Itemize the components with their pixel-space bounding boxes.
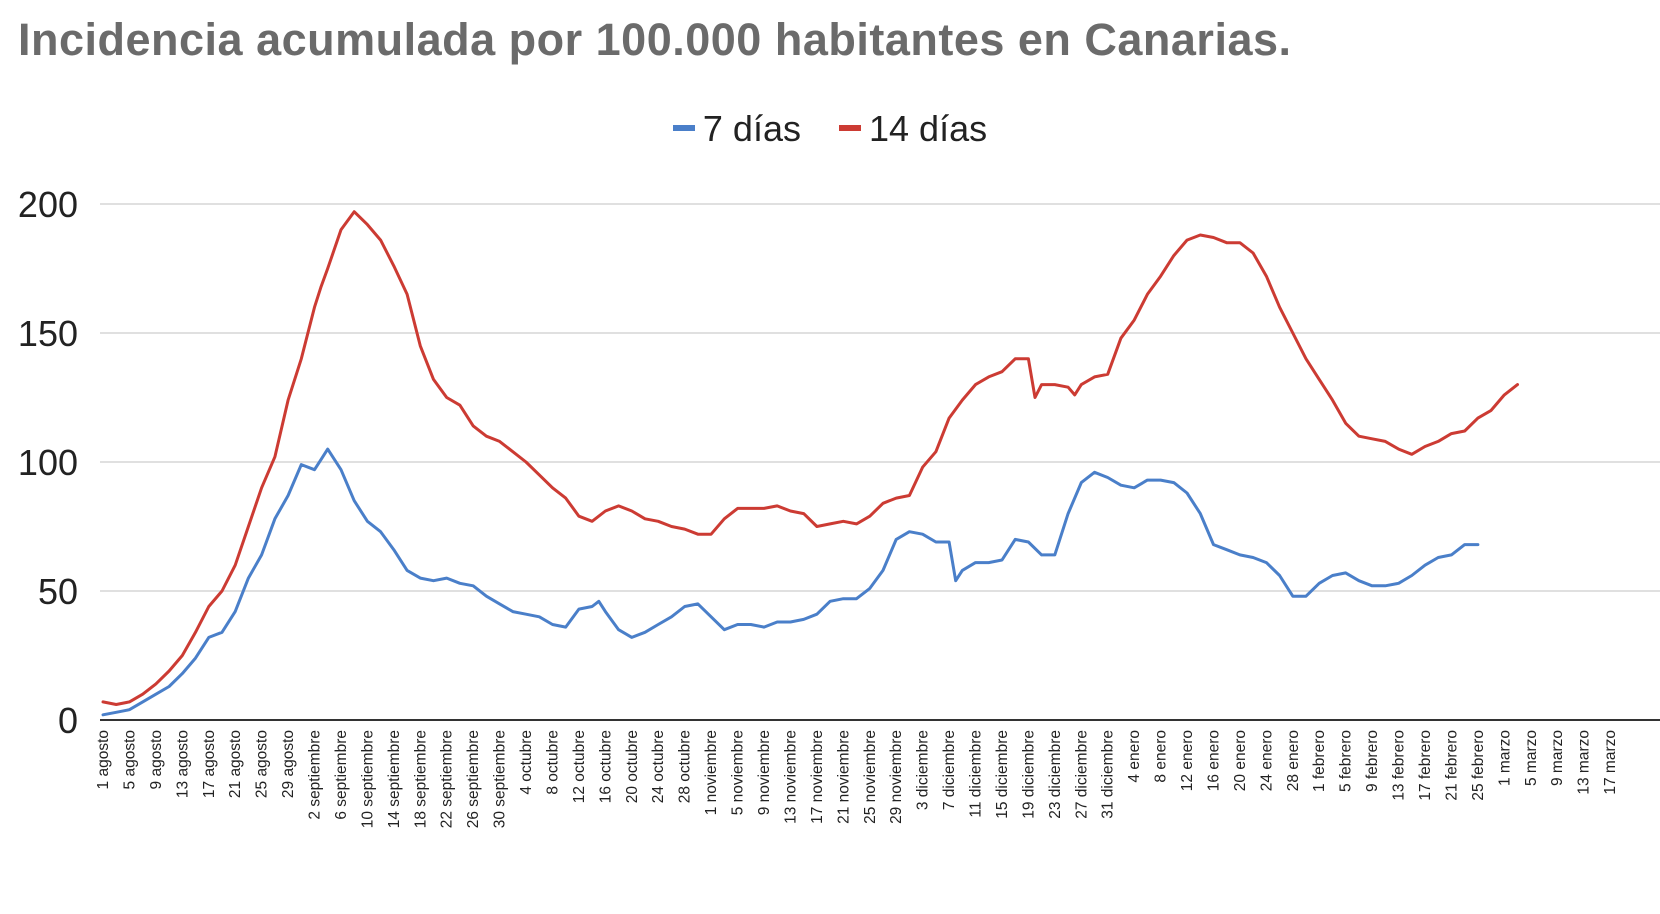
x-tick-label: 13 marzo bbox=[1576, 730, 1593, 795]
x-tick-label: 25 agosto bbox=[254, 730, 271, 798]
x-tick-label: 28 enero bbox=[1285, 730, 1302, 791]
y-tick-label: 0 bbox=[58, 700, 78, 741]
legend-item-14-dias: 14 días bbox=[839, 108, 987, 150]
x-tick-label: 27 diciembre bbox=[1073, 730, 1090, 819]
legend-item-7-dias: 7 días bbox=[672, 108, 801, 150]
x-tick-label: 29 agosto bbox=[280, 730, 297, 798]
x-tick-label: 24 octubre bbox=[650, 730, 667, 803]
x-tick-label: 23 diciembre bbox=[1047, 730, 1064, 819]
x-tick-label: 8 enero bbox=[1153, 730, 1170, 783]
x-tick-label: 17 marzo bbox=[1602, 730, 1619, 795]
x-tick-label: 17 agosto bbox=[201, 730, 218, 798]
x-tick-label: 5 agosto bbox=[121, 730, 138, 789]
x-tick-label: 13 febrero bbox=[1391, 730, 1408, 801]
x-tick-label: 1 agosto bbox=[95, 730, 112, 789]
x-tick-label: 16 enero bbox=[1205, 730, 1222, 791]
y-tick-label: 100 bbox=[18, 442, 78, 483]
x-tick-label: 16 octubre bbox=[597, 730, 614, 803]
x-tick-label: 18 septiembre bbox=[412, 730, 429, 828]
x-tick-label: 6 septiembre bbox=[333, 730, 350, 820]
x-tick-label: 13 noviembre bbox=[782, 730, 799, 824]
x-tick-label: 24 enero bbox=[1258, 730, 1275, 791]
x-tick-label: 9 noviembre bbox=[756, 730, 773, 815]
x-tick-label: 15 diciembre bbox=[994, 730, 1011, 819]
x-tick-label: 5 noviembre bbox=[730, 730, 747, 815]
series-line-7-dias bbox=[101, 447, 1480, 717]
x-tick-label: 29 noviembre bbox=[888, 730, 905, 824]
x-tick-label: 9 agosto bbox=[148, 730, 165, 789]
x-tick-label: 21 agosto bbox=[227, 730, 244, 798]
x-tick-label: 22 septiembre bbox=[439, 730, 456, 828]
x-tick-label: 4 octubre bbox=[518, 730, 535, 795]
chart-title: Incidencia acumulada por 100.000 habitan… bbox=[18, 14, 1292, 65]
x-tick-label: 12 octubre bbox=[571, 730, 588, 803]
x-tick-label: 30 septiembre bbox=[492, 730, 509, 828]
y-tick-label: 200 bbox=[18, 184, 78, 225]
x-tick-label: 3 diciembre bbox=[915, 730, 932, 810]
x-tick-label: 20 octubre bbox=[624, 730, 641, 803]
x-tick-label: 5 febrero bbox=[1338, 730, 1355, 792]
x-tick-label: 25 noviembre bbox=[862, 730, 879, 824]
x-tick-label: 8 octubre bbox=[544, 730, 561, 795]
x-tick-label: 13 agosto bbox=[174, 730, 191, 798]
x-tick-label: 10 septiembre bbox=[359, 730, 376, 828]
x-tick-label: 26 septiembre bbox=[465, 730, 482, 828]
x-tick-label: 19 diciembre bbox=[1020, 730, 1037, 819]
x-tick-label: 1 noviembre bbox=[703, 730, 720, 815]
x-tick-label: 21 noviembre bbox=[835, 730, 852, 824]
series-line-14-dias bbox=[101, 210, 1519, 706]
x-tick-label: 20 enero bbox=[1232, 730, 1249, 791]
legend-label-14-dias: 14 días bbox=[869, 108, 988, 149]
x-tick-label: 5 marzo bbox=[1523, 730, 1540, 786]
x-tick-label: 4 enero bbox=[1126, 730, 1143, 783]
x-tick-label: 1 febrero bbox=[1311, 730, 1328, 792]
x-tick-label: 7 diciembre bbox=[941, 730, 958, 810]
x-tick-label: 1 marzo bbox=[1496, 730, 1513, 786]
x-tick-label: 14 septiembre bbox=[386, 730, 403, 828]
x-tick-label: 11 diciembre bbox=[968, 730, 985, 818]
x-tick-label: 28 octubre bbox=[677, 730, 694, 803]
legend-swatch-14-dias bbox=[839, 125, 861, 132]
y-tick-label: 150 bbox=[18, 313, 78, 354]
x-tick-label: 9 marzo bbox=[1549, 730, 1566, 786]
x-tick-label: 25 febrero bbox=[1470, 730, 1487, 801]
x-tick-label: 17 noviembre bbox=[809, 730, 826, 824]
legend-swatch-7-dias bbox=[672, 125, 695, 132]
legend-label-7-dias: 7 días bbox=[702, 108, 801, 149]
x-tick-label: 31 diciembre bbox=[1100, 730, 1117, 819]
x-tick-label: 2 septiembre bbox=[307, 730, 324, 820]
x-tick-label: 12 enero bbox=[1179, 730, 1196, 791]
x-tick-label: 9 febrero bbox=[1364, 730, 1381, 792]
x-tick-label: 17 febrero bbox=[1417, 730, 1434, 801]
x-tick-label: 21 febrero bbox=[1443, 730, 1460, 801]
legend: 7 días 14 días bbox=[0, 108, 1660, 150]
y-tick-label: 50 bbox=[38, 571, 78, 612]
